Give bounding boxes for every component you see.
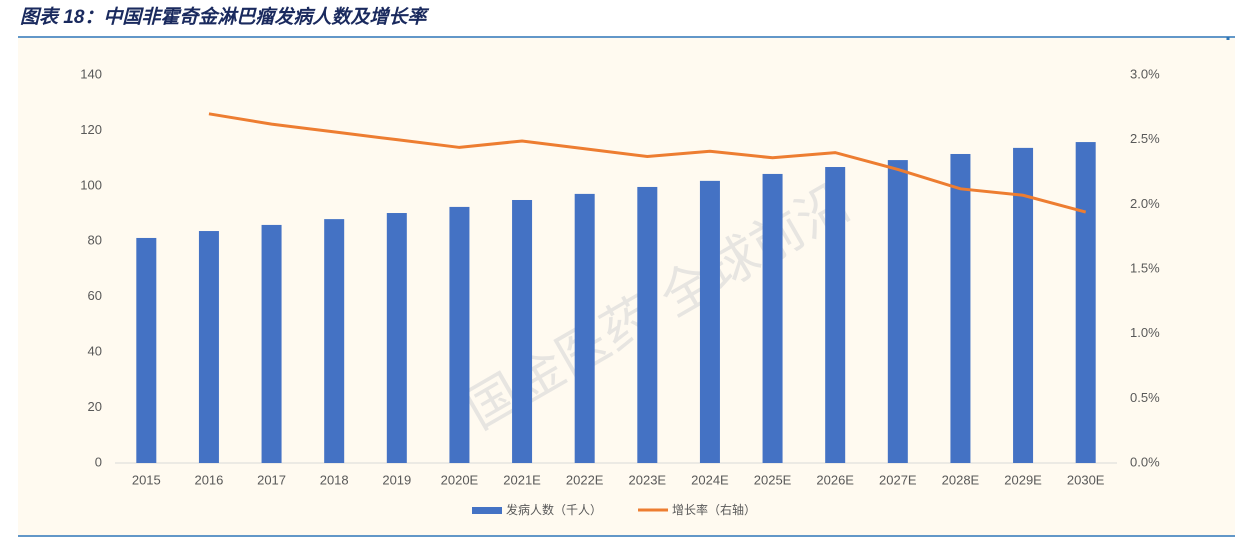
bar [386, 213, 407, 463]
y-tick-label: 80 [88, 233, 102, 248]
x-tick-label: 2022E [566, 472, 604, 487]
bar [574, 193, 595, 463]
y-tick-label: 60 [88, 288, 102, 303]
legend-label: 发病人数（千人） [506, 502, 602, 517]
bar [887, 160, 908, 463]
y2-tick-label: 2.0% [1130, 196, 1160, 211]
y-tick-label: 0 [95, 454, 102, 469]
bar [950, 153, 971, 463]
y2-tick-label: 1.0% [1130, 325, 1160, 340]
bar [1075, 142, 1096, 463]
bar [198, 231, 219, 463]
bar [324, 219, 345, 463]
x-tick-label: 2021E [503, 472, 541, 487]
y-tick-label: 140 [80, 66, 102, 81]
x-tick-label: 2030E [1067, 472, 1105, 487]
y2-tick-label: 0.5% [1130, 390, 1160, 405]
bar [637, 186, 658, 464]
x-tick-label: 2027E [879, 472, 917, 487]
legend-swatch [472, 507, 502, 514]
line [208, 112, 1087, 214]
x-tick-label: 2026E [816, 472, 854, 487]
x-tick-label: 2019 [382, 472, 411, 487]
y2-tick-label: 1.5% [1130, 260, 1160, 275]
y2-tick-label: 2.5% [1130, 131, 1160, 146]
x-tick-label: 2016 [194, 472, 223, 487]
bar [449, 206, 470, 464]
bar [825, 167, 846, 464]
x-tick-label: 2015 [132, 472, 161, 487]
x-tick-label: 2029E [1004, 472, 1042, 487]
bar [1013, 147, 1034, 464]
chart-title: 图表 18：中国非霍奇金淋巴瘤发病人数及增长率 [20, 6, 429, 28]
bar [762, 173, 783, 463]
bar [512, 199, 533, 463]
y2-tick-label: 0.0% [1130, 454, 1160, 469]
legend-label: 增长率（右轴） [672, 502, 756, 517]
bar [261, 224, 282, 463]
y-tick-label: 40 [88, 344, 102, 359]
bar [699, 180, 720, 463]
x-tick-label: 2024E [691, 472, 729, 487]
x-tick-label: 2018 [320, 472, 349, 487]
x-tick-label: 2028E [942, 472, 980, 487]
x-tick-label: 2017 [257, 472, 286, 487]
bar [136, 237, 157, 463]
y-tick-label: 100 [80, 177, 102, 192]
y-tick-label: 120 [80, 122, 102, 137]
x-tick-label: 2023E [629, 472, 667, 487]
y2-tick-label: 3.0% [1130, 66, 1160, 81]
x-tick-label: 2025E [754, 472, 792, 487]
y-tick-label: 20 [88, 399, 102, 414]
x-tick-label: 2020E [441, 472, 479, 487]
